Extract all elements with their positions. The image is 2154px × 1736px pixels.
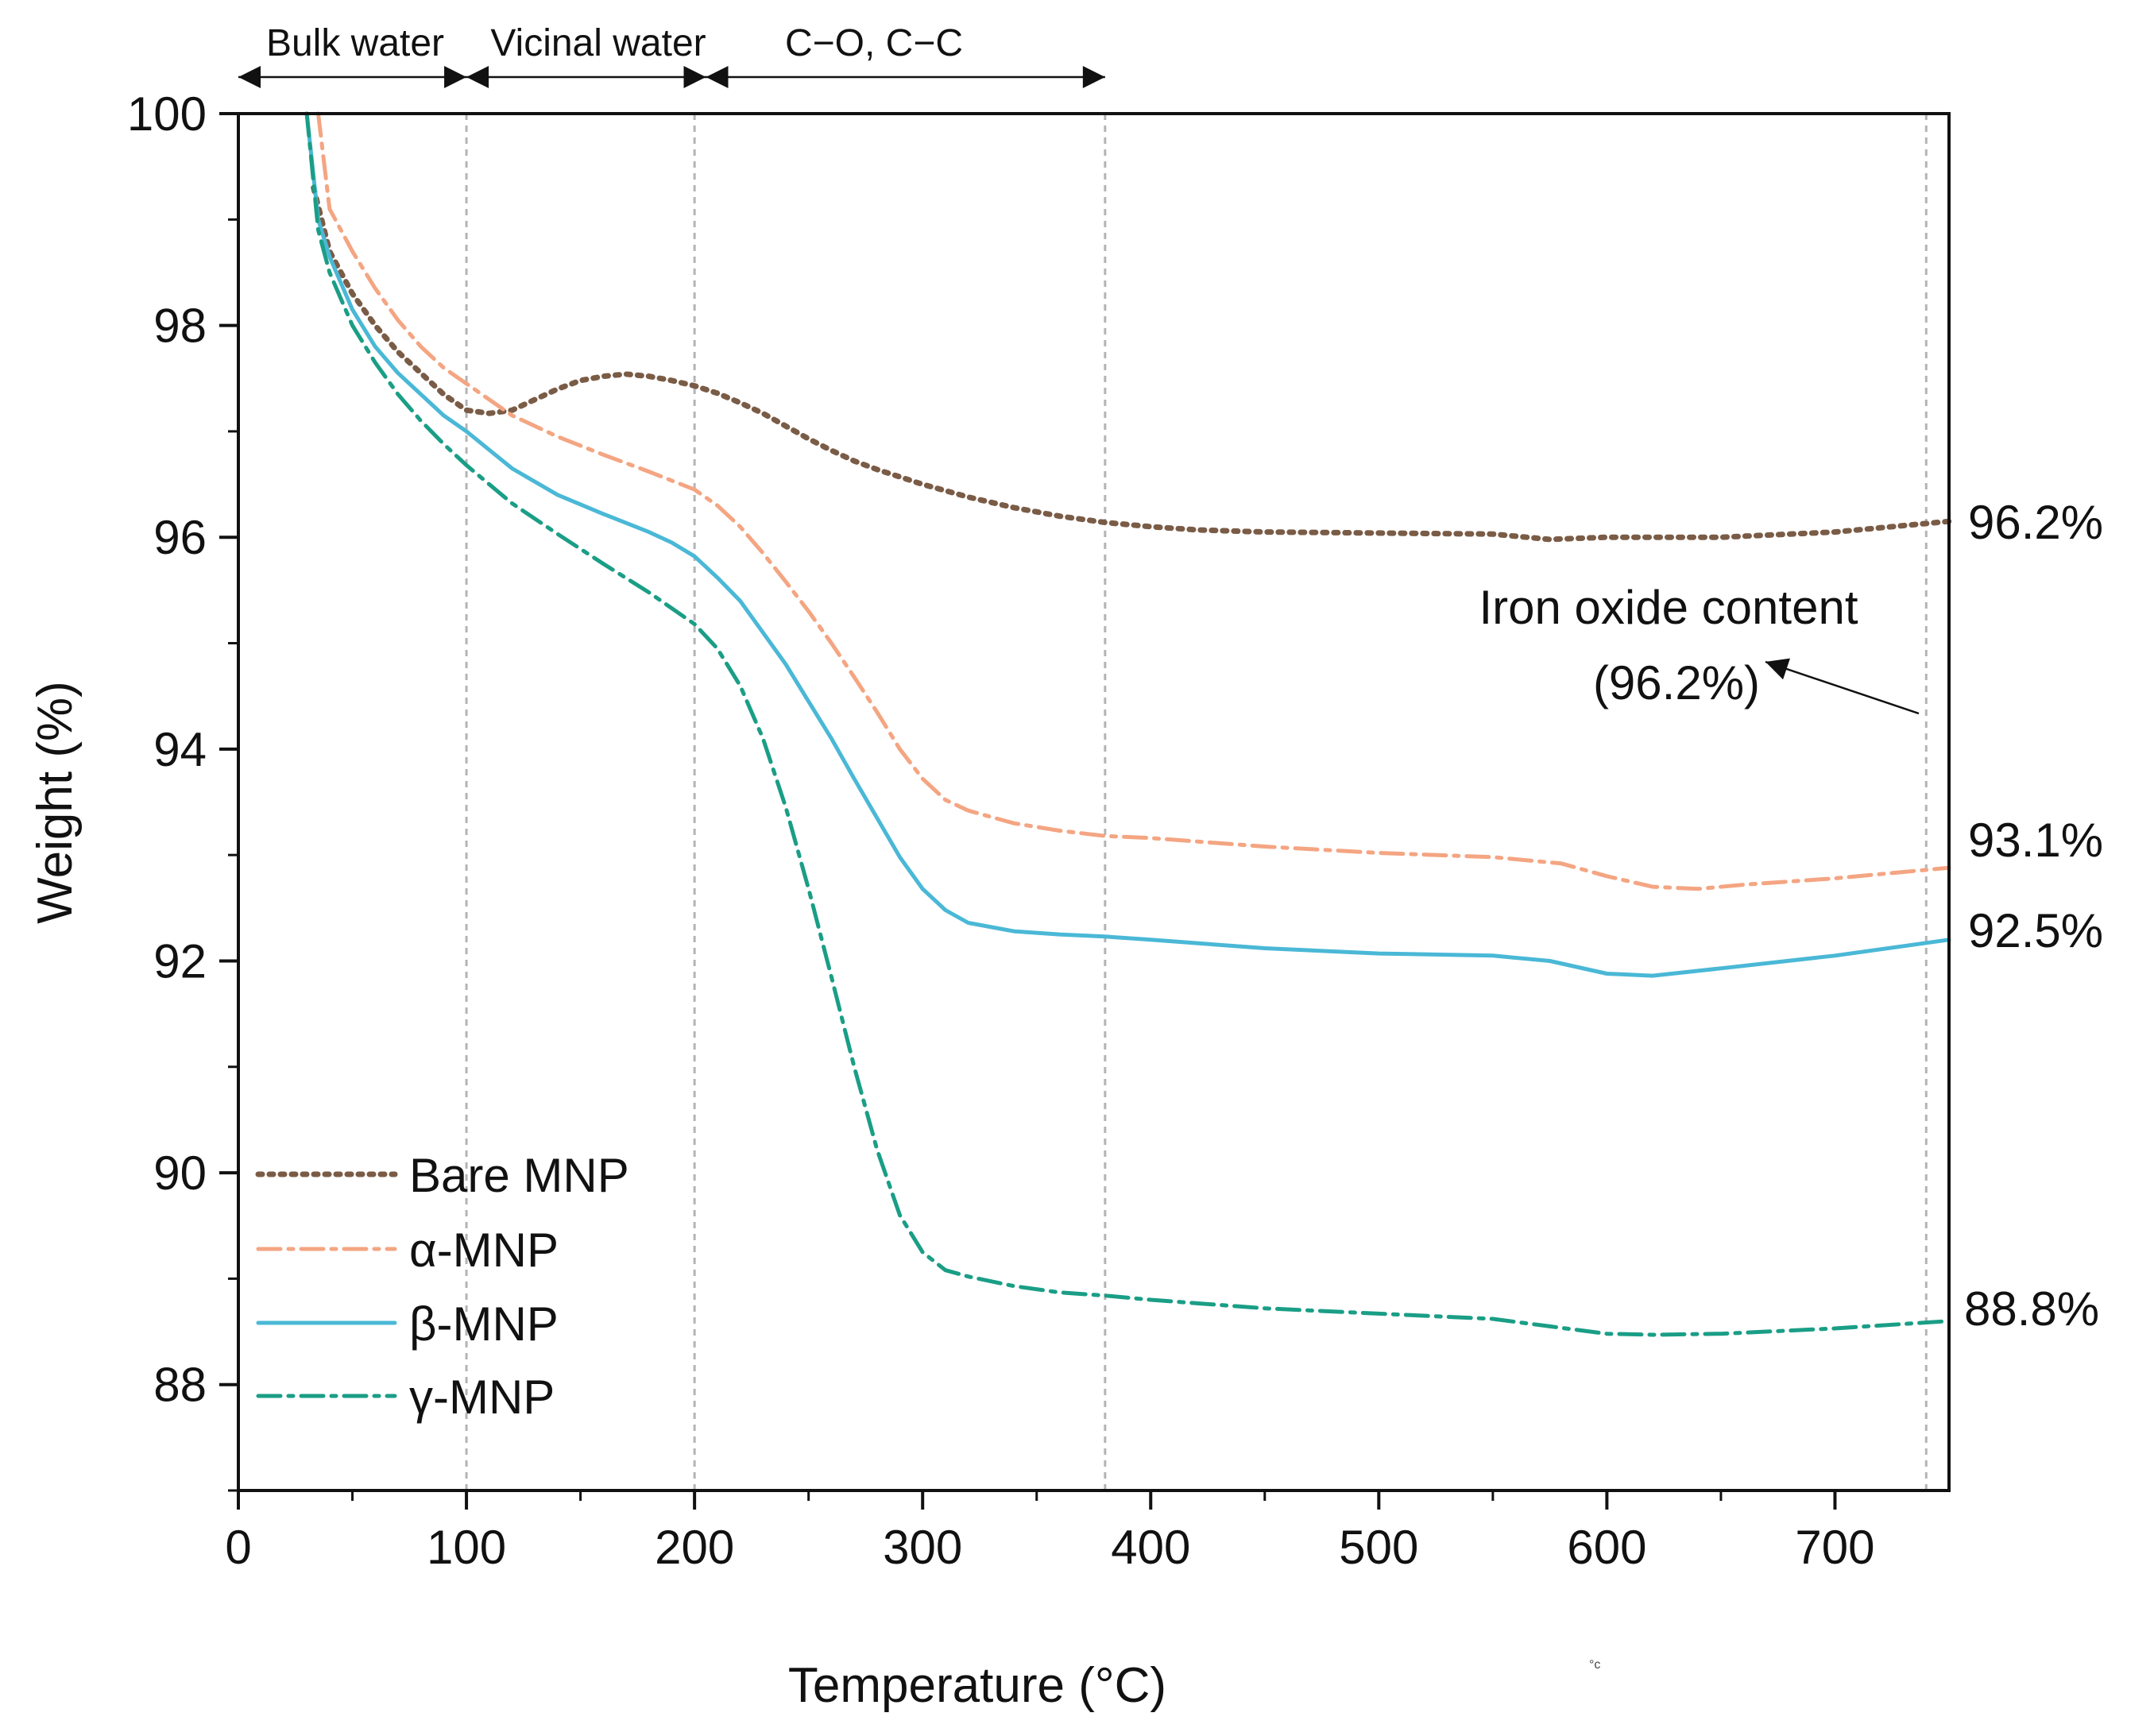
x-axis-title: Temperature (°C) <box>788 1658 1166 1713</box>
annotation-arrow <box>1765 658 1920 715</box>
x-tick-label: 400 <box>1111 1521 1190 1574</box>
y-tick-label: 98 <box>153 300 207 353</box>
region-label-2: Vicinal water <box>490 22 706 64</box>
legend-label-4: γ-MNP <box>409 1371 555 1424</box>
region-label-1: Bulk water <box>266 22 444 64</box>
stray-mark: °c <box>1589 1658 1600 1672</box>
series-layer <box>304 111 1952 1337</box>
end-label-4: 88.8% <box>1964 1282 2099 1336</box>
legend-label-3: β-MNP <box>409 1297 559 1351</box>
legend-label-1: Bare MNP <box>409 1149 629 1202</box>
y-tick-label: 90 <box>153 1146 207 1200</box>
x-tick-label: 0 <box>225 1521 251 1574</box>
x-tick-label: 500 <box>1339 1521 1418 1574</box>
region-label-3: C−O, C−C <box>785 22 963 64</box>
tick-layer: 0 100 200 300 400 500 600 700 88 90 92 94 96 98 100 <box>127 87 1875 1574</box>
y-tick-label: 94 <box>153 723 207 776</box>
end-label-2: 93.1% <box>1968 814 2103 867</box>
x-tick-label: 100 <box>427 1521 506 1574</box>
region-arrows: Bulk water Vicinal water C−O, C−C <box>238 22 1105 88</box>
y-tick-label: 88 <box>153 1359 207 1412</box>
annotation-line-2: (96.2%) <box>1593 656 1760 709</box>
x-axis-title-unit: (°C) <box>1078 1658 1166 1713</box>
y-tick-label: 100 <box>127 87 207 141</box>
series-4-line <box>304 111 1951 1337</box>
legend-label-2: α-MNP <box>409 1224 559 1277</box>
x-axis-title-main: Temperature <box>788 1658 1065 1713</box>
x-tick-label: 600 <box>1567 1521 1646 1574</box>
end-label-3: 92.5% <box>1968 904 2103 957</box>
series-3-line <box>304 111 1951 978</box>
end-labels: 96.2% 93.1% 92.5% 88.8% <box>1964 496 2103 1336</box>
legend: Bare MNP α-MNP β-MNP γ-MNP <box>255 1149 629 1424</box>
plot-frame <box>237 112 1951 1492</box>
series-2-line <box>316 111 1951 891</box>
y-axis-title: Weight (%) <box>28 681 83 924</box>
end-label-1: 96.2% <box>1968 496 2103 549</box>
y-tick-label: 92 <box>153 934 207 988</box>
x-tick-label: 700 <box>1795 1521 1874 1574</box>
x-tick-label: 200 <box>655 1521 734 1574</box>
series-1-line <box>311 184 1952 543</box>
iron-oxide-annotation: Iron oxide content (96.2%) <box>1479 581 1920 715</box>
x-tick-label: 300 <box>883 1521 962 1574</box>
annotation-line-1: Iron oxide content <box>1479 581 1858 634</box>
reference-lines <box>465 114 1928 1490</box>
y-tick-label: 96 <box>153 511 207 564</box>
